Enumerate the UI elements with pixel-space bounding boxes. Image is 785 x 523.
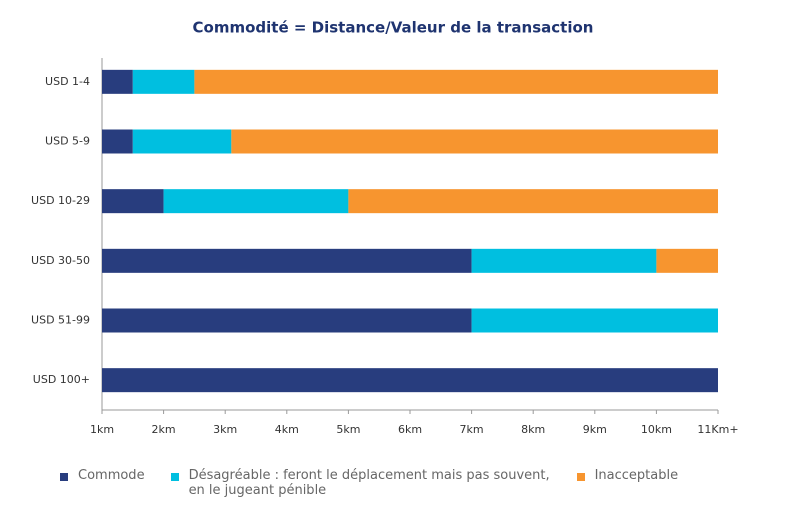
y-tick-label: USD 5-9 [45, 135, 90, 148]
y-tick-label: USD 30-50 [31, 254, 90, 267]
bar-segment [656, 248, 718, 273]
legend-label: Commode [78, 468, 145, 483]
bar-segment [102, 308, 472, 333]
legend-item: Commode [60, 468, 145, 498]
legend-label: Désagréable : feront le déplacement mais… [188, 468, 550, 498]
bar-segment [471, 248, 657, 273]
bar-segment [102, 368, 718, 393]
x-tick-label: 6km [398, 423, 422, 436]
bar-segment [163, 189, 349, 214]
x-tick-label: 2km [152, 423, 176, 436]
bar-segment [471, 308, 718, 333]
legend-item: Désagréable : feront le déplacement mais… [170, 468, 551, 498]
x-tick-label: 1km [90, 423, 114, 436]
legend-swatch [576, 473, 585, 481]
x-tick-label: 5km [336, 423, 360, 436]
bar-segment [348, 189, 718, 214]
chart-title: Commodité = Distance/Valeur de la transa… [193, 19, 594, 37]
bar-segment [102, 248, 472, 273]
legend: Commode Désagréable : feront le déplaceme… [60, 468, 760, 498]
x-tick-label: 8km [521, 423, 545, 436]
legend-swatch [60, 473, 68, 481]
legend-swatch [170, 473, 179, 481]
bar-segment [231, 129, 719, 154]
chart: Commodité = Distance/Valeur de la transa… [31, 19, 739, 437]
x-tick-label: 11Km+ [697, 423, 738, 436]
legend-item: Inacceptable [576, 468, 679, 498]
x-tick-label: 4km [275, 423, 299, 436]
legend-label: Inacceptable [594, 468, 679, 483]
y-tick-label: USD 10-29 [31, 194, 90, 207]
bar-segment [132, 69, 195, 94]
y-tick-label: USD 1-4 [45, 75, 90, 88]
x-tick-label: 3km [213, 423, 237, 436]
bar-segment [194, 69, 718, 94]
x-tick-label: 9km [583, 423, 607, 436]
y-tick-label: USD 51-99 [31, 314, 90, 327]
bar-segment [102, 129, 133, 154]
bar-segment [102, 69, 133, 94]
x-tick-label: 7km [460, 423, 484, 436]
bar-segment [132, 129, 232, 154]
bar-segment [102, 189, 164, 214]
y-tick-label: USD 100+ [33, 373, 90, 386]
x-tick-label: 10km [641, 423, 672, 436]
